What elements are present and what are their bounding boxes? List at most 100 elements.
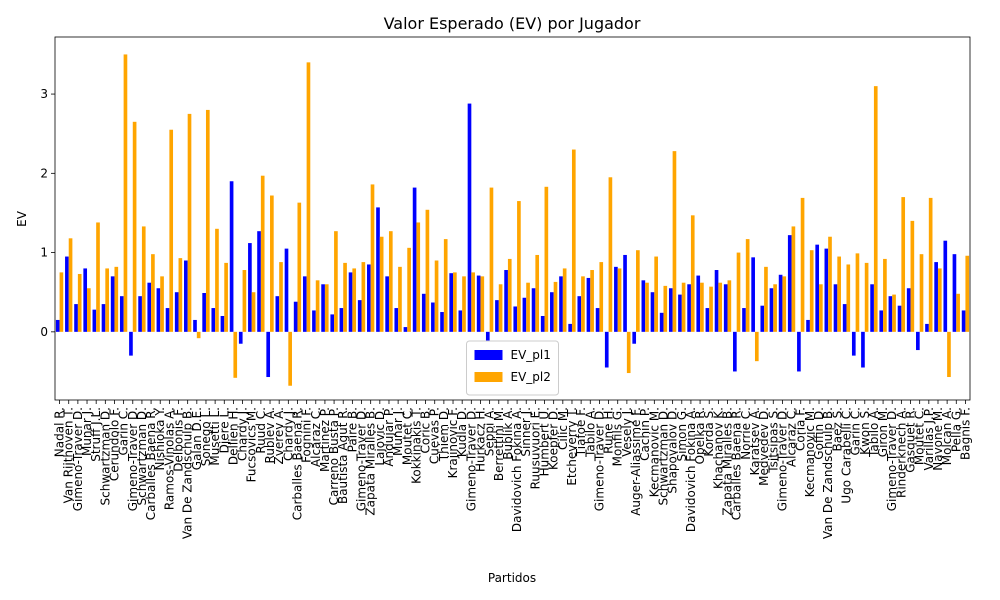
bar — [742, 308, 746, 332]
bar — [302, 276, 307, 332]
x-tick-label: Khachanov K. — [711, 407, 725, 489]
chart-title: Valor Esperado (EV) por Jugador — [384, 14, 641, 33]
x-tick-label: Cuevas P. — [428, 407, 442, 464]
bar — [681, 282, 686, 332]
x-tick-label: Carballes Baena R. — [290, 407, 304, 520]
x-tick-label: Rune H. — [602, 407, 616, 454]
bar — [449, 273, 454, 332]
bar — [467, 103, 472, 332]
bar — [828, 236, 832, 332]
x-tick-label: Schwartzman D. — [98, 407, 112, 505]
x-tick-label: Van De Zandschulp B. — [181, 407, 195, 539]
bar — [709, 286, 713, 332]
bar — [956, 293, 960, 332]
bar — [504, 270, 508, 332]
bar — [156, 288, 161, 332]
x-tick-label: Chardy J. — [236, 407, 250, 461]
bar — [700, 282, 704, 332]
bar — [83, 268, 88, 332]
x-tick-label: Munar J. — [80, 407, 94, 456]
bar — [92, 309, 97, 332]
bar — [315, 280, 320, 332]
bar — [846, 264, 851, 332]
x-tick-label: Fucsovics M. — [245, 407, 259, 482]
x-tick-label: Munar J. — [391, 407, 405, 456]
x-tick-label: Carballes Baena R. — [730, 407, 744, 520]
x-tick-label: Kwon S. — [858, 407, 872, 455]
bar — [293, 301, 298, 332]
x-tick-label: Ugo Carabelli C. — [839, 407, 853, 504]
bar — [517, 201, 521, 332]
x-tick-label: Carballes Baena R. — [144, 407, 158, 520]
bar — [284, 248, 289, 332]
bar — [809, 250, 814, 332]
bar — [925, 323, 929, 332]
bar — [65, 256, 69, 332]
plot-frame — [54, 36, 971, 401]
x-tick-label: Kokkinakis T. — [409, 407, 423, 484]
x-tick-label: Cerundolo F. — [107, 407, 121, 481]
bar — [357, 300, 362, 332]
x-tick-label: Galan D.E. — [190, 407, 204, 470]
x-tick-label: Norrie C. — [739, 407, 753, 460]
x-tick-label: Koepfer D. — [547, 407, 561, 470]
bar — [806, 319, 810, 332]
bar — [672, 151, 677, 332]
bar — [892, 294, 896, 332]
bar — [403, 327, 408, 332]
bar — [361, 262, 366, 332]
x-tick-label: Coria F. — [794, 407, 808, 451]
bar — [864, 262, 869, 332]
x-tick-label: Schwartzman D. — [656, 407, 670, 505]
x-tick-label: Garin C. — [849, 407, 863, 456]
y-tick-label: 3 — [40, 87, 48, 101]
x-tick-label: Goffin D. — [812, 407, 826, 460]
bar — [531, 288, 536, 332]
bar — [431, 302, 435, 332]
bar — [668, 288, 673, 332]
bar — [312, 310, 316, 332]
x-tick-label: Ruud C. — [254, 407, 268, 454]
x-tick-label: Carreno Busta P. — [327, 407, 341, 505]
bar — [165, 308, 170, 332]
bar — [626, 331, 631, 374]
bar — [270, 195, 274, 332]
bar — [550, 292, 554, 332]
bar — [114, 266, 119, 332]
x-tick-label: Sonego L. — [199, 407, 213, 466]
x-tick-label: Lajovic D. — [373, 407, 387, 466]
x-tick-label: Opelka R. — [693, 407, 707, 464]
bar — [352, 268, 357, 332]
bar — [321, 284, 325, 332]
bar — [398, 266, 402, 332]
bar — [434, 260, 439, 332]
x-tick-label: Gimeno-Traver D. — [126, 407, 140, 511]
x-tick-label: Humbert U. — [538, 407, 552, 476]
bar — [220, 315, 225, 332]
bar — [754, 331, 759, 362]
y-axis-label: EV — [15, 210, 29, 227]
bar — [595, 308, 600, 332]
bar — [659, 312, 664, 332]
bar — [412, 187, 417, 332]
x-tick-label: Varillas J.P. — [922, 407, 936, 471]
bar — [705, 308, 710, 332]
bar — [105, 268, 109, 332]
bar — [187, 113, 192, 332]
x-tick-label: Van Rijthoven T. — [62, 407, 76, 503]
bar — [110, 276, 115, 332]
bar — [800, 197, 805, 332]
bar — [279, 262, 283, 332]
bar — [498, 284, 503, 332]
bar — [443, 239, 448, 332]
bar — [883, 258, 887, 332]
x-tick-label: Korda S. — [702, 407, 716, 457]
x-tick-label: Simon G. — [675, 407, 689, 462]
bar — [636, 250, 640, 332]
bar — [641, 280, 646, 332]
bar — [837, 256, 841, 332]
bar — [205, 109, 210, 332]
x-tick-label: Gimeno-Traver D. — [775, 407, 789, 511]
bar — [819, 284, 823, 332]
bar — [870, 284, 874, 332]
